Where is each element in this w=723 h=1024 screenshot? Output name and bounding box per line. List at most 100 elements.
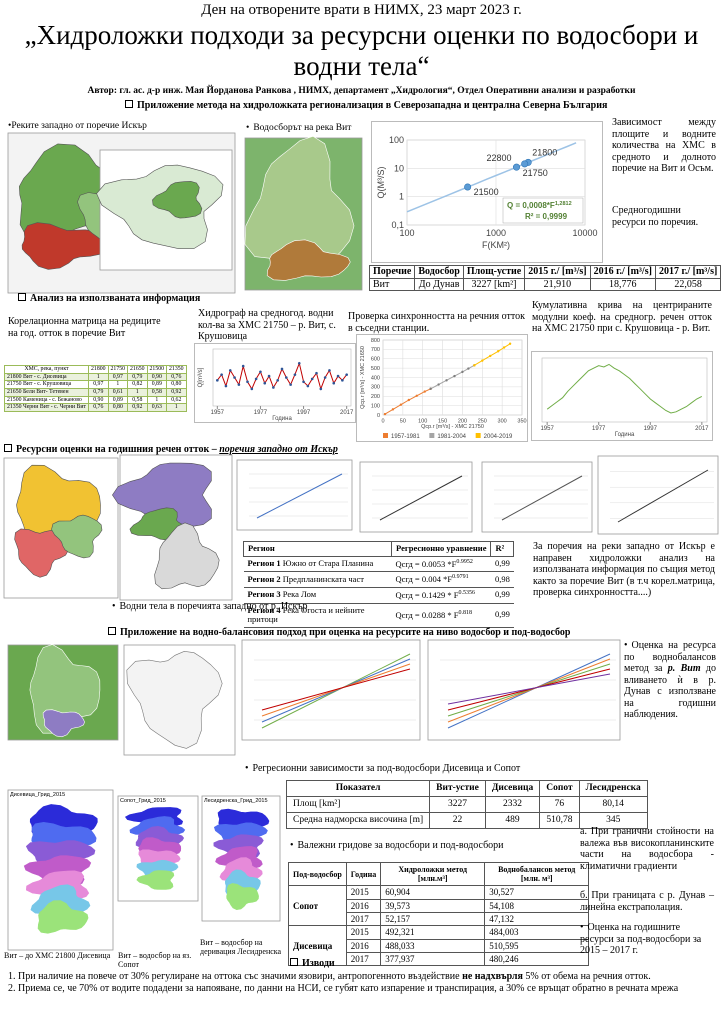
thumb-line bbox=[256, 473, 343, 519]
x-tick-label: 1997 bbox=[297, 410, 311, 416]
y-tick-label: 700 bbox=[371, 347, 380, 353]
data-point bbox=[481, 359, 484, 362]
y-axis-label: Qср.г [m³/s] - ХМС 21650 bbox=[360, 346, 366, 409]
data-line bbox=[384, 388, 431, 415]
table-row: Регион 1 Южно от Стара Планина Qсгд = 0.0… bbox=[243, 555, 514, 573]
equation: Qсгд = 0.0288 * F bbox=[395, 609, 459, 620]
note: б. При границата с р. Дунав – линейна ек… bbox=[580, 890, 714, 913]
table-row: Сопот 2015 60,904 30,527 bbox=[288, 885, 590, 927]
side-text: Зависимост между площите и водните колич… bbox=[612, 117, 716, 174]
data-point bbox=[272, 386, 275, 389]
table-header-row: ХМС, река, пункт 21800 21750 21650 21500 2135… bbox=[3, 365, 187, 374]
table-row: 21800 Вит - с. Дисевица 1 0,97 0,79 0,90 0,76 bbox=[3, 372, 187, 382]
map-region bbox=[126, 650, 223, 749]
table-header: Хидроложки метод [млн.м³] bbox=[380, 861, 486, 887]
chart: 1957 1977 1997 2017 Година bbox=[531, 351, 713, 441]
table-cell: Qсгд = 0.0288 * F0.818 bbox=[391, 602, 491, 629]
conclusion: При наличие на повече от 30% регулиране … bbox=[18, 971, 720, 983]
table-row: 21750 Вит - с. Крушовица 0,97 1 0,82 0,89 0,8… bbox=[3, 380, 187, 389]
x-tick-label: 200 bbox=[458, 419, 467, 425]
x-tick-label: 1977 bbox=[254, 410, 268, 416]
x-tick-label: 1000 bbox=[486, 228, 506, 238]
table-cell: Регион 1 Южно от Стара Планина bbox=[243, 555, 392, 573]
legend-label: 1981-2004 bbox=[437, 434, 466, 440]
data-point bbox=[220, 373, 223, 376]
table-row: Дисевица 2015 492,321 484,003 bbox=[288, 925, 590, 967]
table-cell: 22 bbox=[429, 811, 486, 829]
data-point bbox=[508, 342, 512, 345]
equation: Qсгд = 0.0053 *F bbox=[395, 558, 457, 569]
data-point bbox=[496, 350, 500, 353]
legend-swatch bbox=[383, 433, 388, 438]
data-point bbox=[293, 373, 297, 376]
data-point bbox=[259, 370, 262, 374]
table-cell: 2015 bbox=[345, 925, 382, 940]
grid-caption: Вит – до ХМС 21800 Дисевица bbox=[4, 951, 111, 960]
data-point bbox=[233, 376, 236, 379]
x-tick-label: 350 bbox=[517, 419, 526, 425]
map-region bbox=[154, 522, 220, 590]
equation-box bbox=[502, 197, 584, 224]
data-point bbox=[464, 183, 472, 191]
table-cell: 3227 bbox=[429, 795, 486, 813]
figure-frame bbox=[481, 461, 593, 533]
figure-frame bbox=[597, 455, 719, 535]
x-tick-label: 100 bbox=[399, 228, 414, 238]
data-point bbox=[224, 384, 228, 388]
figure-frame bbox=[359, 461, 473, 533]
equation-exponent: 1,2812 bbox=[555, 201, 572, 207]
table-cell: 21350 Черни Вит - с. Черни Вит bbox=[3, 403, 90, 412]
chart: 0 50 100 150 200 250 300 350 0 100 200 300 400 500 600… bbox=[356, 334, 528, 442]
author: Автор: гл. ас. д-р инж. Мая Йорданова Ра… bbox=[87, 86, 636, 96]
x-axis-label: Година bbox=[615, 432, 635, 438]
y-tick-label: 100 bbox=[389, 135, 404, 145]
caption: Проверка синхронността на речния отток в… bbox=[348, 311, 525, 334]
data-point bbox=[489, 354, 492, 358]
data-point bbox=[254, 377, 258, 381]
y-tick-label: 300 bbox=[371, 385, 380, 391]
table-cell: 1 bbox=[166, 403, 187, 412]
table-cell: 510,595 bbox=[484, 938, 590, 954]
y-tick-label: 200 bbox=[371, 394, 380, 400]
point-label: 21800 bbox=[532, 147, 557, 157]
table-cell: 21800 Вит - с. Дисевица bbox=[3, 372, 90, 382]
data-point bbox=[315, 371, 318, 375]
table-cell: 0,99 bbox=[490, 602, 514, 629]
table-header: Лесидренска bbox=[578, 780, 648, 797]
data-line bbox=[216, 361, 348, 391]
table-cell: 0,99 bbox=[490, 555, 514, 573]
table-cell: 510,78 bbox=[539, 811, 580, 829]
data-point bbox=[437, 383, 440, 386]
note: Оценка на годишните ресурси за под-водос… bbox=[580, 922, 714, 957]
table-cell: 2016 bbox=[345, 938, 382, 954]
table-cell: 0,90 bbox=[88, 395, 109, 405]
data-point bbox=[383, 412, 387, 416]
map-caption: •Реките западно от поречие Искър bbox=[8, 121, 147, 131]
thumb-line bbox=[447, 673, 611, 705]
table-row: 2017 377,937 480,246 bbox=[289, 952, 590, 967]
table-cell: 21650 Бели Вит- Тетевен bbox=[3, 387, 90, 397]
table-cell: 0,79 bbox=[88, 387, 109, 397]
caption: Хидрограф на средногод. водни кол-ва за … bbox=[198, 308, 336, 342]
equation-exponent: 0.818 bbox=[458, 610, 472, 617]
table-cell: 1 bbox=[127, 387, 148, 397]
table-cell: 1 bbox=[88, 372, 109, 382]
y-tick-label: 0,1 bbox=[391, 220, 404, 230]
heading-text: Ресурсни оценки на годишния речен отток … bbox=[16, 444, 220, 455]
table-cell: 0,82 bbox=[127, 380, 148, 389]
x-tick-label: 50 bbox=[400, 419, 406, 425]
table-header: 2016 г./ [m³/s] bbox=[589, 265, 656, 279]
map-region bbox=[51, 514, 103, 559]
table-cell: 60,904 bbox=[380, 885, 486, 900]
section-heading: Изводи bbox=[290, 958, 335, 970]
table-cell: 492,321 bbox=[380, 925, 486, 940]
table-header: Поречие bbox=[368, 265, 416, 279]
table-cell: 0,76 bbox=[88, 403, 109, 412]
trend-line bbox=[406, 142, 577, 213]
chart: 1957 1977 1997 2017 Година Q[m³/s] bbox=[194, 343, 356, 423]
table-cell: 1 bbox=[107, 380, 129, 389]
table-cell: 21,910 bbox=[524, 277, 591, 291]
table-header: Вит-устие bbox=[429, 780, 486, 797]
